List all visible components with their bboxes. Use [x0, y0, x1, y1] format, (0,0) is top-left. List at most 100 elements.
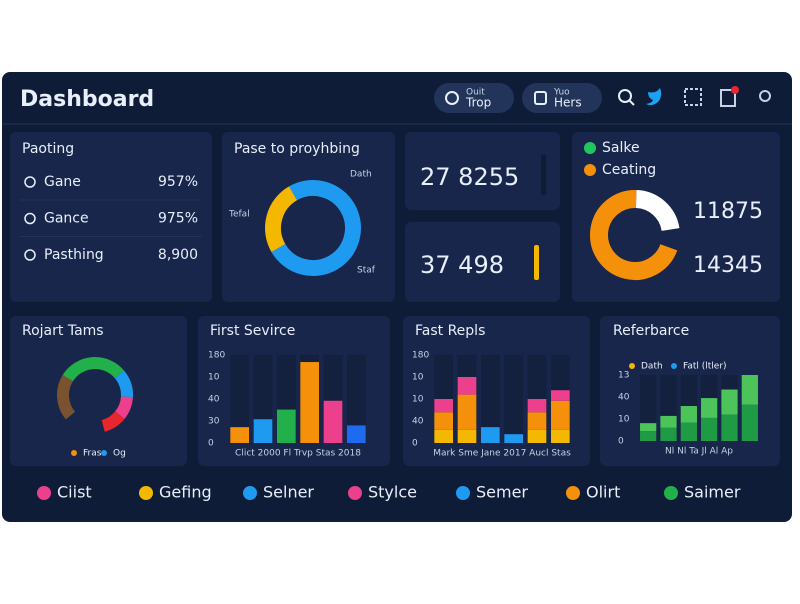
annotation: Tefal — [228, 210, 250, 220]
row-label: Gance — [44, 211, 89, 227]
bar — [253, 419, 273, 443]
card-title: Pase to proyhbing — [234, 141, 360, 157]
notes-icon[interactable] — [720, 89, 736, 107]
row-value: 8,900 — [158, 247, 198, 263]
donut-segment — [101, 411, 125, 432]
row-label: Pasthing — [44, 247, 104, 263]
y-axis-label: 0 — [412, 439, 418, 449]
legend-label: Ciist — [57, 483, 92, 502]
mic-icon[interactable] — [759, 90, 771, 102]
y-axis-label: 40 — [412, 417, 424, 427]
donut-segment — [265, 186, 298, 252]
twitter-icon[interactable] — [646, 88, 662, 106]
legend-label: Fatl (ltler) — [683, 362, 727, 372]
header-button[interactable] — [522, 83, 602, 113]
row-icon — [24, 212, 36, 225]
bar-segment — [527, 429, 547, 443]
y-axis-label: 0 — [208, 439, 214, 449]
bar-segment — [457, 429, 477, 443]
legend-swatch — [584, 142, 596, 154]
bar-segment — [640, 423, 657, 432]
bar-segment — [527, 412, 547, 430]
bar-segment — [434, 399, 453, 413]
button-icon — [534, 91, 547, 105]
annotation: Dath — [350, 170, 372, 180]
card — [405, 222, 560, 302]
row-value: 975% — [158, 211, 198, 227]
bar-segment — [434, 429, 453, 443]
bar — [300, 362, 319, 443]
legend-label: Salke — [602, 140, 640, 156]
y-axis-label: 10 — [208, 373, 220, 383]
bar-segment — [551, 390, 570, 401]
search-icon[interactable] — [618, 89, 632, 103]
big-number: 14345 — [693, 253, 763, 278]
bar-track — [504, 355, 523, 443]
bar — [347, 425, 366, 443]
button-icon — [445, 91, 459, 105]
bar-segment — [481, 427, 500, 443]
donut-segment — [62, 357, 125, 382]
card — [10, 316, 187, 466]
row-icon — [24, 249, 36, 261]
y-axis-label: 10 — [412, 373, 424, 383]
x-axis-text: Nl Nl Ta Jl Al Ap — [665, 447, 733, 457]
legend-label: Og — [113, 449, 126, 459]
kpi-bar — [541, 155, 546, 195]
bar-segment — [701, 417, 718, 441]
header-button[interactable] — [434, 83, 514, 113]
kpi-bar — [534, 245, 539, 280]
legend-swatch — [671, 363, 677, 369]
donut-segment — [590, 190, 678, 280]
legend-label: Ceating — [602, 162, 656, 178]
header-title: Dashboard — [20, 87, 154, 112]
card-title: Rojart Tams — [22, 323, 104, 339]
notification-dot — [731, 86, 739, 94]
bar-segment — [660, 427, 677, 441]
bar-segment — [457, 377, 477, 395]
bar-segment — [680, 422, 697, 441]
legend-swatch — [566, 486, 580, 500]
donut-segment — [114, 396, 133, 420]
card — [405, 132, 560, 210]
button-line: Hers — [554, 96, 582, 110]
button-line: Trop — [465, 96, 491, 110]
legend-swatch — [584, 164, 596, 176]
bar-segment — [721, 389, 738, 415]
bar-segment — [504, 434, 523, 443]
bar — [323, 400, 343, 443]
card — [222, 132, 395, 302]
y-axis-label: 10 — [618, 415, 630, 425]
bar-segment — [434, 412, 453, 430]
y-axis-label: 30 — [208, 417, 220, 427]
x-axis-text: Mark Sme Jane 2017 Aucl Stas — [433, 449, 571, 459]
row-label: Gane — [44, 174, 81, 190]
button-line: Yuo — [553, 88, 570, 98]
legend-label: Saimer — [684, 483, 741, 502]
annotation: Staf — [357, 266, 376, 276]
bar-segment — [741, 375, 758, 405]
bar-segment — [457, 394, 477, 430]
legend-label: Olirt — [586, 483, 620, 502]
card — [10, 132, 212, 302]
card-title: First Sevirce — [210, 323, 295, 339]
bar-track — [230, 355, 249, 443]
legend-label: Semer — [476, 483, 528, 502]
donut-segment — [635, 190, 680, 232]
bar — [230, 427, 249, 443]
big-number: 11875 — [693, 199, 763, 224]
legend-swatch — [71, 450, 77, 456]
bar-track — [347, 355, 366, 443]
y-axis-label: 180 — [208, 351, 225, 361]
legend-swatch — [629, 363, 635, 369]
legend-swatch — [37, 486, 51, 500]
bar — [277, 409, 296, 443]
bar-segment — [551, 429, 570, 443]
legend-label: Dath — [641, 362, 663, 372]
card-title: Fast Repls — [415, 323, 485, 339]
bar-segment — [551, 400, 570, 430]
y-axis-label: 10 — [412, 395, 424, 405]
qr-icon[interactable] — [684, 88, 702, 106]
bar-segment — [640, 431, 657, 441]
y-axis-label: 0 — [618, 437, 624, 447]
